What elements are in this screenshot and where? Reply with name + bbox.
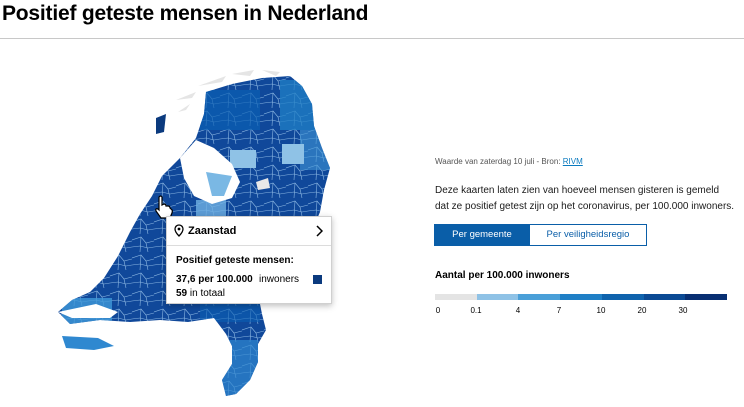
zeeuws-vlaanderen[interactable] xyxy=(62,336,114,350)
noordoostpolder-region[interactable] xyxy=(256,178,270,190)
legend-segment xyxy=(518,294,561,300)
tooltip-heading: Positief geteste mensen: xyxy=(176,255,294,266)
island-schiermonnikoog xyxy=(262,70,280,76)
tooltip-place-name: Zaanstad xyxy=(188,225,237,237)
municipality-tooltip[interactable]: Zaanstad Positief geteste mensen: 37,6 p… xyxy=(166,216,332,304)
source-link[interactable]: RIVM xyxy=(562,157,583,166)
legend-tick-label: 0 xyxy=(435,306,441,315)
page-title: Positief geteste mensen in Nederland xyxy=(2,2,369,25)
flevoland-region[interactable] xyxy=(206,172,232,196)
oosterschelde xyxy=(58,304,118,318)
legend-tick-label: 4 xyxy=(515,306,521,315)
view-toggle: Per gemeente Per veiligheidsregio xyxy=(434,224,647,246)
location-pin-icon xyxy=(174,224,184,237)
tooltip-total: 59 in totaal xyxy=(176,288,225,299)
island-texel xyxy=(178,104,190,112)
tooltip-total-number: 59 xyxy=(176,288,188,299)
per-gemeente-button[interactable]: Per gemeente xyxy=(434,224,530,246)
legend-segment xyxy=(476,294,519,300)
island-vlieland xyxy=(176,92,196,100)
per-veiligheidsregio-button[interactable]: Per veiligheidsregio xyxy=(529,224,647,246)
hand-cursor-icon xyxy=(155,195,173,219)
legend-segment xyxy=(685,294,728,300)
legend-ticks: 0 0.1 4 7 10 20 30 xyxy=(435,306,727,318)
legend-tick-label: 20 xyxy=(637,306,647,315)
source-prefix: Waarde van zaterdag 10 juli - Bron: xyxy=(435,157,561,166)
title-divider xyxy=(0,38,744,39)
legend-tick-label: 7 xyxy=(556,306,562,315)
legend-tick-label: 0.1 xyxy=(470,306,482,315)
source-line: Waarde van zaterdag 10 juli - Bron: RIVM xyxy=(435,157,583,166)
legend-segment xyxy=(435,294,477,300)
island-terschelling xyxy=(198,76,226,86)
tooltip-header[interactable]: Zaanstad xyxy=(167,217,331,246)
legend-tick-label: 30 xyxy=(678,306,688,315)
legend-title: Aantal per 100.000 inwoners xyxy=(435,270,570,281)
legend-color-bar xyxy=(435,294,728,300)
legend-tick-label: 10 xyxy=(596,306,606,315)
map-description: Deze kaarten laten zien van hoeveel mens… xyxy=(435,185,735,212)
legend-segment xyxy=(643,294,686,300)
tooltip-rate-unit: inwoners xyxy=(259,274,300,285)
island-ameland xyxy=(232,70,254,76)
tooltip-color-swatch xyxy=(313,275,322,284)
legend-segment xyxy=(560,294,602,300)
chevron-right-icon[interactable] xyxy=(315,225,323,237)
island-texel-main[interactable] xyxy=(156,114,166,134)
westerschelde xyxy=(66,326,118,338)
tooltip-total-suffix: in totaal xyxy=(189,288,225,299)
tooltip-rate: 37,6 per 100.000 xyxy=(176,274,253,285)
legend-segment xyxy=(601,294,644,300)
